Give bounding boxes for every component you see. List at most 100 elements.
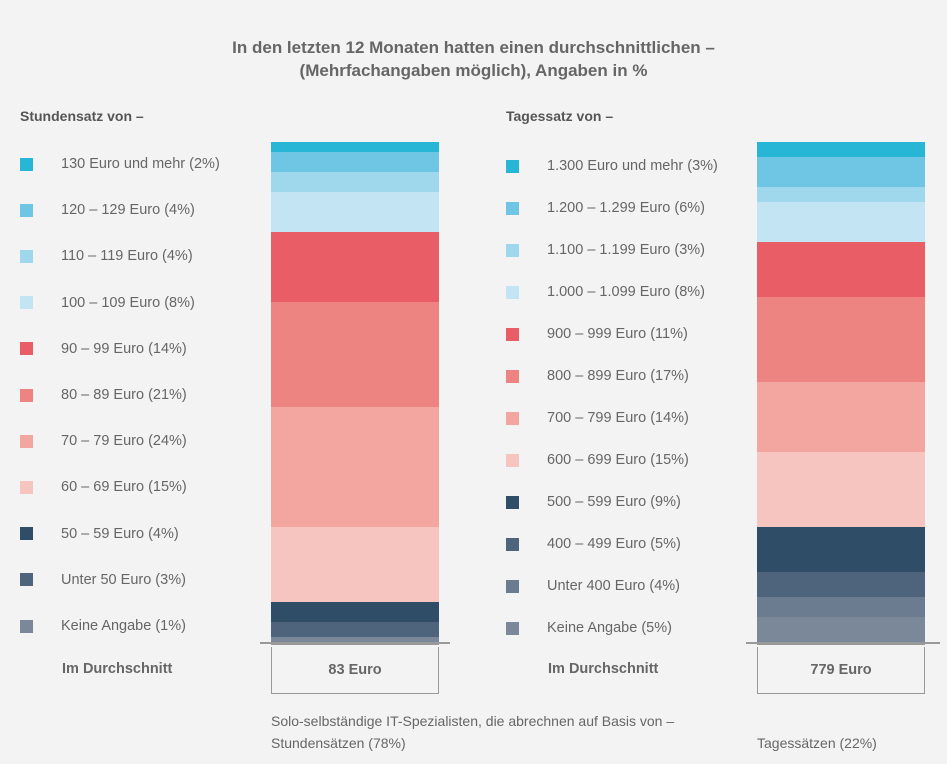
daily-legend-item: 700 – 799 Euro (14%) bbox=[506, 408, 689, 428]
hourly-legend-swatch bbox=[20, 434, 33, 448]
daily-legend-label: 800 – 899 Euro (17%) bbox=[547, 368, 689, 384]
chart-title-line-2: (Mehrfachangaben möglich), Angaben in % bbox=[299, 61, 648, 80]
daily-bar-segment bbox=[757, 527, 925, 573]
hourly-legend-swatch bbox=[20, 619, 33, 633]
daily-legend-swatch bbox=[506, 159, 519, 173]
daily-bar-segment bbox=[757, 202, 925, 243]
daily-bar-segment bbox=[757, 242, 925, 298]
daily-legend-swatch bbox=[506, 411, 519, 425]
hourly-legend-item: 110 – 119 Euro (4%) bbox=[20, 246, 193, 266]
footnote-line-2: Stundensätzen (78%) bbox=[271, 735, 406, 751]
daily-rate-stacked-bar bbox=[757, 142, 925, 645]
hourly-legend-item: Keine Angabe (1%) bbox=[20, 616, 186, 636]
hourly-legend-swatch bbox=[20, 480, 33, 494]
daily-legend-label: 1.300 Euro und mehr (3%) bbox=[547, 158, 718, 174]
hourly-bar-segment bbox=[271, 142, 439, 153]
daily-legend-swatch bbox=[506, 579, 519, 593]
footnote-daily-line: Tagessätzen (22%) bbox=[757, 735, 877, 751]
hourly-legend-item: 90 – 99 Euro (14%) bbox=[20, 339, 187, 359]
daily-legend-label: Unter 400 Euro (4%) bbox=[547, 578, 680, 594]
daily-legend-label: 700 – 799 Euro (14%) bbox=[547, 410, 689, 426]
daily-bar-segment bbox=[757, 452, 925, 528]
hourly-legend-swatch bbox=[20, 573, 33, 587]
daily-rate-title: Tagessatz von – bbox=[506, 108, 614, 124]
hourly-bar-segment bbox=[271, 152, 439, 173]
daily-legend-swatch bbox=[506, 243, 519, 257]
daily-legend-item: Unter 400 Euro (4%) bbox=[506, 576, 680, 596]
daily-legend-swatch bbox=[506, 327, 519, 341]
hourly-bar-segment bbox=[271, 172, 439, 193]
daily-legend-swatch bbox=[506, 621, 519, 635]
hourly-legend-label: 130 Euro und mehr (2%) bbox=[61, 156, 220, 172]
hourly-legend-swatch bbox=[20, 249, 33, 263]
hourly-legend-item: 130 Euro und mehr (2%) bbox=[20, 154, 220, 174]
daily-legend-item: 400 – 499 Euro (5%) bbox=[506, 534, 681, 554]
daily-rate-average-label: Im Durchschnitt bbox=[548, 661, 659, 677]
hourly-legend-label: 80 – 89 Euro (21%) bbox=[61, 387, 187, 403]
daily-bar-segment bbox=[757, 297, 925, 383]
daily-legend-label: 400 – 499 Euro (5%) bbox=[547, 536, 681, 552]
hourly-bar-segment bbox=[271, 527, 439, 603]
hourly-legend-item: 70 – 79 Euro (24%) bbox=[20, 431, 187, 451]
daily-bar-segment bbox=[757, 572, 925, 598]
hourly-legend-swatch bbox=[20, 527, 33, 541]
daily-legend-swatch bbox=[506, 537, 519, 551]
daily-bar-segment bbox=[757, 157, 925, 188]
hourly-rate-baseline bbox=[260, 642, 450, 644]
chart-title: In den letzten 12 Monaten hatten einen d… bbox=[0, 36, 947, 82]
hourly-bar-segment bbox=[271, 637, 439, 643]
daily-legend-item: 1.300 Euro und mehr (3%) bbox=[506, 156, 718, 176]
daily-legend-item: 600 – 699 Euro (15%) bbox=[506, 450, 689, 470]
daily-legend-label: 900 – 999 Euro (11%) bbox=[547, 326, 688, 342]
daily-legend-label: 1.200 – 1.299 Euro (6%) bbox=[547, 200, 705, 216]
footnote-daily: Tagessätzen (22%) bbox=[757, 732, 877, 754]
hourly-rate-average-value: 83 Euro bbox=[271, 647, 439, 694]
hourly-legend-label: 70 – 79 Euro (24%) bbox=[61, 433, 187, 450]
daily-legend-item: 1.000 – 1.099 Euro (8%) bbox=[506, 282, 705, 302]
hourly-legend-label: 100 – 109 Euro (8%) bbox=[61, 294, 195, 311]
daily-legend-swatch bbox=[506, 453, 519, 467]
hourly-bar-segment bbox=[271, 192, 439, 233]
hourly-rate-average-label: Im Durchschnitt bbox=[62, 661, 173, 677]
daily-legend-label: 1.000 – 1.099 Euro (8%) bbox=[547, 284, 705, 300]
hourly-rate-panel: Stundensatz von – 130 Euro und mehr (2%)… bbox=[0, 0, 473, 764]
hourly-rate-stacked-bar bbox=[271, 142, 439, 645]
hourly-legend-item: 60 – 69 Euro (15%) bbox=[20, 477, 187, 497]
daily-legend-swatch bbox=[506, 369, 519, 383]
hourly-bar-segment bbox=[271, 232, 439, 303]
hourly-legend-swatch bbox=[20, 296, 33, 310]
daily-bar-segment bbox=[757, 142, 925, 158]
daily-legend-item: 1.200 – 1.299 Euro (6%) bbox=[506, 198, 705, 218]
daily-legend-item: 1.100 – 1.199 Euro (3%) bbox=[506, 240, 705, 260]
daily-rate-panel: Tagessatz von – 1.300 Euro und mehr (3%)… bbox=[486, 0, 947, 764]
hourly-legend-label: 90 – 99 Euro (14%) bbox=[61, 340, 187, 357]
hourly-bar-segment bbox=[271, 622, 439, 638]
hourly-legend-label: 50 – 59 Euro (4%) bbox=[61, 525, 179, 542]
daily-bar-segment bbox=[757, 597, 925, 618]
hourly-legend-label: 110 – 119 Euro (4%) bbox=[61, 248, 193, 265]
hourly-legend-swatch bbox=[20, 157, 33, 171]
hourly-legend-label: Unter 50 Euro (3%) bbox=[61, 571, 186, 588]
hourly-legend-item: 50 – 59 Euro (4%) bbox=[20, 524, 179, 544]
daily-legend-item: 900 – 999 Euro (11%) bbox=[506, 324, 688, 344]
daily-bar-segment bbox=[757, 617, 925, 643]
daily-legend-swatch bbox=[506, 201, 519, 215]
hourly-legend-swatch bbox=[20, 203, 33, 217]
hourly-legend-swatch bbox=[20, 342, 33, 356]
hourly-legend-item: 80 – 89 Euro (21%) bbox=[20, 385, 187, 405]
daily-legend-label: 1.100 – 1.199 Euro (3%) bbox=[547, 242, 705, 258]
hourly-legend-item: Unter 50 Euro (3%) bbox=[20, 570, 186, 590]
daily-legend-label: 500 – 599 Euro (9%) bbox=[547, 494, 681, 510]
daily-legend-label: Keine Angabe (5%) bbox=[547, 620, 672, 636]
hourly-legend-swatch bbox=[20, 388, 33, 402]
daily-legend-item: Keine Angabe (5%) bbox=[506, 618, 672, 638]
chart-title-line-1: In den letzten 12 Monaten hatten einen d… bbox=[232, 38, 715, 57]
hourly-legend-item: 100 – 109 Euro (8%) bbox=[20, 293, 195, 313]
hourly-bar-segment bbox=[271, 407, 439, 528]
daily-legend-item: 500 – 599 Euro (9%) bbox=[506, 492, 681, 512]
hourly-legend-label: 60 – 69 Euro (15%) bbox=[61, 479, 187, 496]
hourly-legend-label: Keine Angabe (1%) bbox=[61, 618, 186, 634]
daily-legend-label: 600 – 699 Euro (15%) bbox=[547, 452, 689, 468]
daily-legend-swatch bbox=[506, 285, 519, 299]
daily-legend-item: 800 – 899 Euro (17%) bbox=[506, 366, 689, 386]
